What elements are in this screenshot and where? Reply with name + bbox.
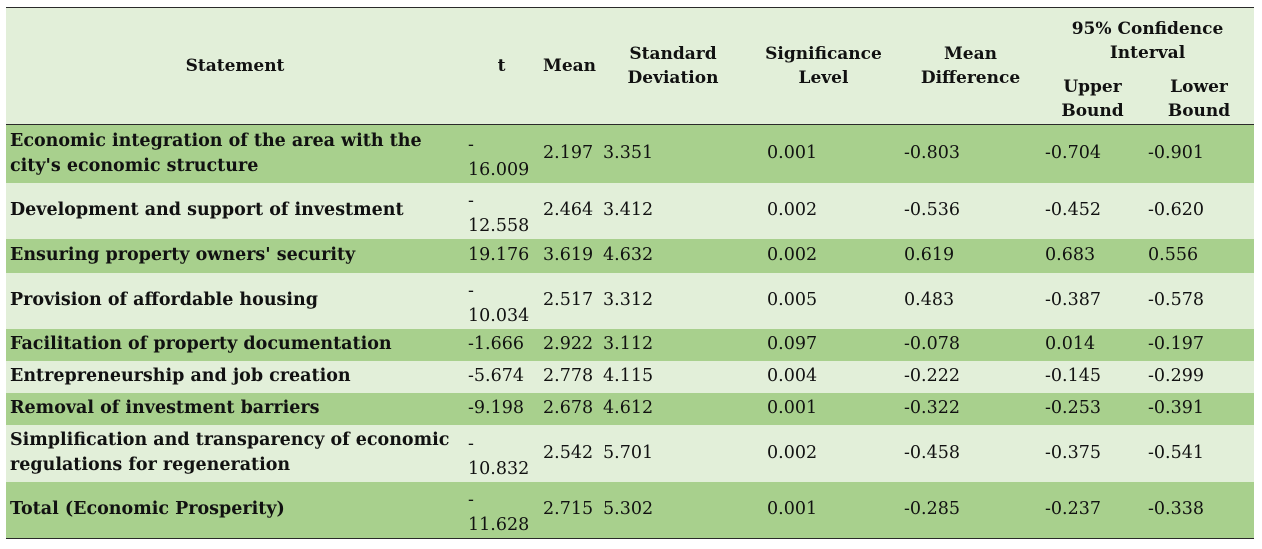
table-row: Development and support of investment - 1… bbox=[6, 182, 1255, 239]
cell-std: 3.112 bbox=[599, 328, 747, 361]
cell-mean-difference: -0.458 bbox=[900, 424, 1041, 482]
header-std: Standard Deviation bbox=[599, 7, 747, 125]
cell-mean-difference: -0.536 bbox=[900, 182, 1041, 239]
table-row: Removal of investment barriers -9.198 2.67… bbox=[6, 392, 1255, 425]
cell-t: - 10.832 bbox=[464, 424, 539, 482]
cell-lower-bound: 0.556 bbox=[1144, 238, 1255, 273]
header-t: t bbox=[464, 7, 539, 125]
table-body: Economic integration of the area with th… bbox=[6, 124, 1255, 539]
table-row: Total (Economic Prosperity) - 11.628 2.715… bbox=[6, 481, 1255, 539]
cell-mean: 2.542 bbox=[539, 424, 599, 482]
cell-mean: 2.678 bbox=[539, 392, 599, 425]
cell-statement: Entrepreneurship and job creation bbox=[6, 360, 464, 393]
cell-lower-bound: -0.197 bbox=[1144, 328, 1255, 361]
header-mean-difference: Mean Difference bbox=[900, 7, 1041, 125]
cell-statement: Facilitation of property documentation bbox=[6, 328, 464, 361]
cell-upper-bound: -0.375 bbox=[1041, 424, 1144, 482]
cell-significance: 0.001 bbox=[747, 481, 900, 539]
cell-significance: 0.002 bbox=[747, 238, 900, 273]
cell-statement: Total (Economic Prosperity) bbox=[6, 481, 464, 539]
cell-lower-bound: -0.391 bbox=[1144, 392, 1255, 425]
table-row: Entrepreneurship and job creation -5.674 2… bbox=[6, 360, 1255, 393]
cell-upper-bound: -0.145 bbox=[1041, 360, 1144, 393]
cell-upper-bound: -0.253 bbox=[1041, 392, 1144, 425]
header-lower-bound: Lower Bound bbox=[1144, 73, 1255, 126]
cell-t: - 16.009 bbox=[464, 124, 539, 183]
cell-significance: 0.001 bbox=[747, 124, 900, 183]
cell-std: 3.412 bbox=[599, 182, 747, 239]
table-row: Ensuring property owners' security 19.176… bbox=[6, 238, 1255, 273]
cell-t: -1.666 bbox=[464, 328, 539, 361]
cell-t: -5.674 bbox=[464, 360, 539, 393]
cell-std: 5.701 bbox=[599, 424, 747, 482]
cell-lower-bound: -0.901 bbox=[1144, 124, 1255, 183]
cell-t: - 11.628 bbox=[464, 481, 539, 539]
cell-std: 4.612 bbox=[599, 392, 747, 425]
cell-mean: 2.922 bbox=[539, 328, 599, 361]
results-table: Statement t Mean Standard Deviation Sign… bbox=[6, 7, 1255, 539]
cell-upper-bound: 0.014 bbox=[1041, 328, 1144, 361]
header-significance: Significance Level bbox=[747, 7, 900, 125]
cell-lower-bound: -0.541 bbox=[1144, 424, 1255, 482]
cell-lower-bound: -0.338 bbox=[1144, 481, 1255, 539]
cell-mean-difference: -0.078 bbox=[900, 328, 1041, 361]
cell-upper-bound: -0.452 bbox=[1041, 182, 1144, 239]
table-row: Economic integration of the area with th… bbox=[6, 124, 1255, 183]
cell-t: 19.176 bbox=[464, 238, 539, 273]
cell-significance: 0.002 bbox=[747, 182, 900, 239]
cell-statement: Ensuring property owners' security bbox=[6, 238, 464, 273]
cell-mean-difference: -0.222 bbox=[900, 360, 1041, 393]
header-confidence-interval: 95% Confidence Interval bbox=[1041, 7, 1255, 74]
cell-std: 3.351 bbox=[599, 124, 747, 183]
cell-std: 3.312 bbox=[599, 272, 747, 329]
cell-significance: 0.004 bbox=[747, 360, 900, 393]
cell-statement: Development and support of investment bbox=[6, 182, 464, 239]
cell-mean-difference: 0.483 bbox=[900, 272, 1041, 329]
cell-mean-difference: 0.619 bbox=[900, 238, 1041, 273]
header-mean: Mean bbox=[539, 7, 599, 125]
cell-significance: 0.001 bbox=[747, 392, 900, 425]
cell-statement: Simplification and transparency of econo… bbox=[6, 424, 464, 482]
cell-statement: Removal of investment barriers bbox=[6, 392, 464, 425]
cell-mean: 2.197 bbox=[539, 124, 599, 183]
cell-mean-difference: -0.803 bbox=[900, 124, 1041, 183]
header-statement: Statement bbox=[6, 7, 464, 125]
cell-statement: Economic integration of the area with th… bbox=[6, 124, 464, 183]
cell-mean: 2.464 bbox=[539, 182, 599, 239]
cell-t: -9.198 bbox=[464, 392, 539, 425]
table-row: Provision of affordable housing - 10.034 2… bbox=[6, 272, 1255, 329]
cell-upper-bound: -0.387 bbox=[1041, 272, 1144, 329]
cell-lower-bound: -0.578 bbox=[1144, 272, 1255, 329]
cell-significance: 0.002 bbox=[747, 424, 900, 482]
cell-mean-difference: -0.322 bbox=[900, 392, 1041, 425]
cell-t: - 12.558 bbox=[464, 182, 539, 239]
table-row: Facilitation of property documentation -1… bbox=[6, 328, 1255, 361]
cell-std: 5.302 bbox=[599, 481, 747, 539]
cell-mean: 2.715 bbox=[539, 481, 599, 539]
cell-mean: 3.619 bbox=[539, 238, 599, 273]
cell-statement: Provision of affordable housing bbox=[6, 272, 464, 329]
cell-std: 4.115 bbox=[599, 360, 747, 393]
cell-mean-difference: -0.285 bbox=[900, 481, 1041, 539]
cell-significance: 0.097 bbox=[747, 328, 900, 361]
cell-significance: 0.005 bbox=[747, 272, 900, 329]
cell-lower-bound: -0.620 bbox=[1144, 182, 1255, 239]
cell-t: - 10.034 bbox=[464, 272, 539, 329]
cell-upper-bound: -0.704 bbox=[1041, 124, 1144, 183]
table-row: Simplification and transparency of econo… bbox=[6, 424, 1255, 482]
cell-std: 4.632 bbox=[599, 238, 747, 273]
cell-mean: 2.778 bbox=[539, 360, 599, 393]
cell-upper-bound: -0.237 bbox=[1041, 481, 1144, 539]
header-upper-bound: Upper Bound bbox=[1041, 73, 1144, 126]
cell-upper-bound: 0.683 bbox=[1041, 238, 1144, 273]
cell-mean: 2.517 bbox=[539, 272, 599, 329]
cell-lower-bound: -0.299 bbox=[1144, 360, 1255, 393]
